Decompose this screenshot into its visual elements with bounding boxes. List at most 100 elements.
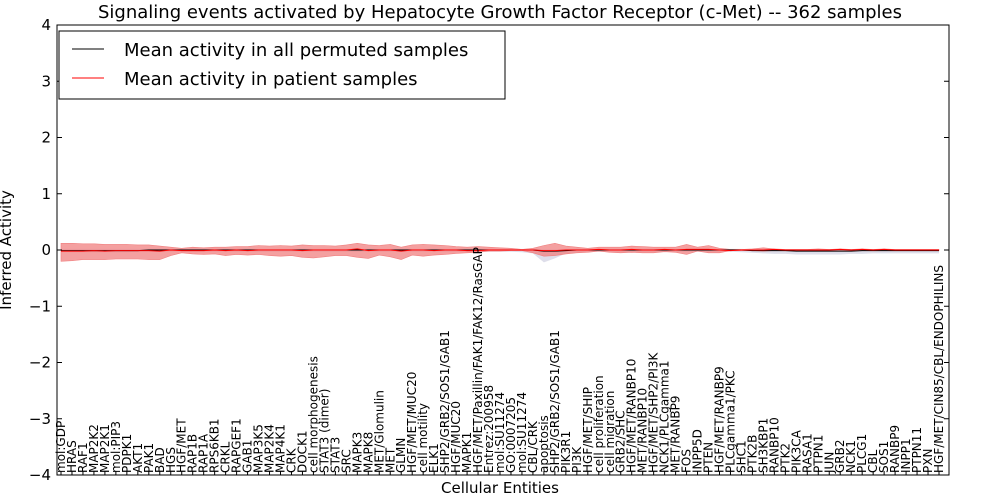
x-tick-label: FOS [680, 449, 694, 473]
x-tick-label: HGF/MET/SHP2/PI3K [647, 351, 661, 473]
x-tick-label: cell migration [603, 391, 617, 473]
x-tick-label: MAP3K5 [252, 424, 266, 473]
x-tick-label: DOCK1 [295, 430, 309, 473]
x-tick-label: ELK1 [427, 443, 441, 473]
x-tick-label: SH3KBP1 [756, 418, 770, 473]
y-tick-label: −1 [29, 297, 51, 315]
x-tick-label: mol:SU11274 [493, 392, 507, 473]
x-tick-label: SHC1 [735, 440, 749, 473]
x-tick-label: Entrez:200958 [482, 385, 496, 473]
x-tick-label: GLMN [394, 438, 408, 473]
x-tick-label: RANBP9 [888, 425, 902, 473]
x-tick-label: MAPK1 [460, 432, 474, 473]
x-tick-label: RAF1 [76, 442, 90, 473]
x-tick-label: PIK3CA [789, 429, 803, 473]
x-tick-label: PLCG1 [855, 434, 869, 473]
x-tick-label: RAP1B [186, 434, 200, 473]
category-label-layer: mol:GDPHRASRAF1MAP2K2MAP2K1mol:PIP3PDPK1… [54, 247, 946, 475]
x-tick-label: PI3K [570, 446, 584, 473]
x-tick-label: BAD [153, 447, 167, 473]
y-tick-label: −4 [29, 466, 51, 484]
x-tick-label: RAP1A [197, 433, 211, 473]
patient-mean-line [61, 248, 939, 252]
x-tick-label: GRB2 [833, 439, 847, 473]
x-tick-label: HGF/MET/RANBP10 [625, 359, 639, 473]
x-tick-label: HRAS [65, 440, 79, 473]
legend-entry-patient: Mean activity in patient samples [124, 69, 418, 90]
x-tick-label: SRC [339, 449, 353, 473]
x-tick-label: RASA1 [800, 433, 814, 473]
x-tick-label: MAP4K1 [274, 424, 288, 473]
x-tick-label: CBL [866, 449, 880, 473]
x-tick-label: MET/RANBP10 [636, 388, 650, 473]
x-tick-label: MET/Glomulin [372, 390, 386, 473]
x-tick-label: MAPK8 [361, 432, 375, 473]
x-tick-label: HGF/MET [175, 418, 189, 473]
x-tick-label: INPP5D [691, 429, 705, 473]
x-tick-label: AKT1 [131, 443, 145, 473]
x-tick-label: SOS1 [877, 441, 891, 473]
x-tick-label: PTK2B [745, 435, 759, 473]
x-tick-label: HGS [164, 447, 178, 473]
x-tick-label: PTPN1 [811, 435, 825, 473]
y-tick-label: 4 [41, 16, 51, 34]
x-tick-label: PTK2 [778, 443, 792, 473]
y-tick-label: 3 [41, 72, 51, 90]
y-tick-label: −3 [29, 410, 51, 428]
x-tick-label: PXN [921, 449, 935, 473]
x-tick-label: HGF/MET/SHIP [581, 387, 595, 473]
legend-box [58, 30, 506, 100]
y-tick-label: 1 [41, 185, 51, 203]
x-tick-label: HGF/MET/MUC20 [405, 372, 419, 473]
x-tick-label: MAP2K4 [263, 424, 277, 473]
chart-title: Signaling events activated by Hepatocyte… [98, 2, 902, 23]
x-tick-label: cell motility [416, 403, 430, 473]
x-tick-label: NCK1 [844, 440, 858, 473]
x-tick-label: MAPK3 [350, 432, 364, 473]
x-tick-label: INPP1 [899, 438, 913, 473]
x-tick-label: MET/RANBP9 [669, 396, 683, 473]
x-tick-label: MAP2K1 [98, 424, 112, 473]
plot-frame [56, 24, 950, 476]
x-tick-label: SHP2/GRB2/SOS1/GAB1 [548, 330, 562, 473]
x-tick-label: PTPN11 [910, 427, 924, 473]
y-tick-label: 2 [41, 129, 51, 147]
x-tick-label: RAPGEF1 [230, 418, 244, 473]
x-tick-label: RANBP10 [767, 417, 781, 473]
x-tick-label: NCK1/PLCgamma1 [658, 360, 672, 473]
x-tick-label: HGF/MET/RANBP9 [713, 366, 727, 473]
x-tick-label: cell proliferation [592, 375, 606, 473]
x-tick-label: PDPK1 [120, 434, 134, 473]
x-tick-label: STAT3 [328, 437, 342, 473]
y-tick-label: −2 [29, 354, 51, 372]
x-tick-label: SHP2/GRB2/SOS1/GAB1 [438, 330, 452, 473]
x-tick-label: HGF/MET/CIN85/CBL/ENDOPHILINS [932, 265, 946, 473]
x-tick-label: mol:SU11274 [515, 392, 529, 473]
line-layer [61, 248, 939, 252]
legend: Mean activity in all permuted samples Me… [58, 30, 506, 100]
x-tick-label: HGF/MUC20 [449, 401, 463, 473]
legend-entry-permuted: Mean activity in all permuted samples [124, 40, 468, 61]
x-tick-label: HGF/MET/Paxillin/FAK1/FAK12/RasGAP [471, 247, 485, 473]
x-tick-label: PTEN [702, 442, 716, 473]
x-tick-label: GAB1 [241, 440, 255, 473]
x-tick-label: CRKL [219, 441, 233, 473]
x-tick-label: RPS6KB1 [208, 418, 222, 473]
band-layer [60, 242, 940, 263]
x-tick-label: PLCgamma1/PKC [724, 370, 738, 473]
x-tick-label: CBL/CRK [526, 420, 540, 473]
x-tick-label: PIK3R1 [559, 431, 573, 473]
x-tick-label: apoptosis [537, 415, 551, 473]
x-tick-label: GO:0007205 [504, 397, 518, 473]
x-tick-label: JUN [822, 452, 836, 474]
x-tick-label: STAT3 (dimer) [317, 389, 331, 473]
x-tick-label: PAK1 [142, 443, 156, 473]
y-tick-layer: 4 3 2 1 0 −1 −2 −3 −4 [29, 16, 949, 484]
x-tick-label: cell morphogenesis [306, 356, 320, 473]
x-tick-label: GRB2/SHC [614, 410, 628, 473]
y-axis-label: Inferred Activity [0, 190, 15, 310]
x-tick-label: MET [383, 447, 397, 473]
x-tick-label: CRK [285, 447, 299, 473]
x-tick-label: MAP2K2 [87, 424, 101, 473]
